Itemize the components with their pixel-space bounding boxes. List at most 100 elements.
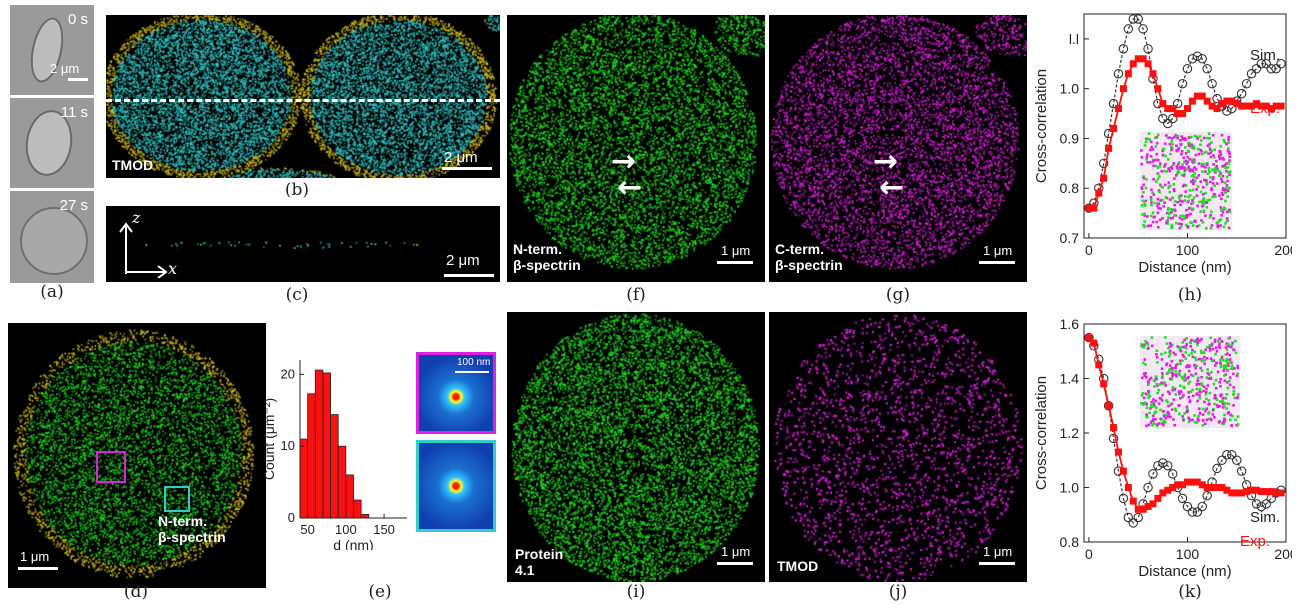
inset-dot <box>1177 346 1181 349</box>
inset-dot <box>1168 367 1172 371</box>
x-tick-label: 0 <box>1085 546 1093 562</box>
dashed-line <box>106 99 500 102</box>
inset-dot <box>1199 143 1202 147</box>
inset-dot <box>1209 226 1213 230</box>
inset-dot <box>1220 197 1223 201</box>
inset-dot <box>1187 365 1191 369</box>
inset-dot <box>1205 397 1208 401</box>
inset-dot <box>1224 199 1227 203</box>
inset-dot <box>1175 165 1179 168</box>
series-line-Sim. <box>1088 18 1282 209</box>
inset-dot <box>1182 174 1186 178</box>
caption-f: (f) <box>626 285 646 305</box>
inset-dot <box>1183 199 1187 202</box>
inset-dot <box>1183 217 1186 221</box>
inset-dot <box>1172 189 1176 193</box>
inset-dot <box>1204 409 1207 413</box>
inset-dot <box>1160 367 1164 371</box>
series-line-Sim. <box>1088 337 1282 524</box>
inset-dot <box>1221 165 1224 168</box>
inset-dot <box>1192 182 1195 186</box>
inset-dot <box>1157 422 1161 425</box>
data-point <box>1251 64 1262 74</box>
inset-dot <box>1184 351 1188 354</box>
inset-dot <box>1202 209 1206 213</box>
inset-dot <box>1223 404 1226 408</box>
data-point <box>1154 494 1162 502</box>
x-axis-label: Distance (nm) <box>1138 563 1231 580</box>
data-point <box>1261 499 1272 509</box>
inset-dot <box>1183 183 1186 187</box>
inset-dot <box>1205 161 1209 165</box>
inset-dot <box>1168 198 1172 201</box>
inset-dot <box>1149 198 1153 202</box>
inset-dot <box>1175 144 1178 148</box>
inset-dot <box>1220 191 1224 195</box>
inset-dot <box>1200 152 1204 156</box>
data-point <box>1203 97 1211 105</box>
inset-dot <box>1205 205 1209 209</box>
inset-dot <box>1154 410 1158 413</box>
inset-dot <box>1196 399 1199 403</box>
inset-dot <box>1225 357 1229 361</box>
inset-dot <box>1191 199 1194 202</box>
inset-dot <box>1148 378 1152 381</box>
inset-dot <box>1195 393 1198 397</box>
inset-dot <box>1163 165 1166 168</box>
inset-dot <box>1226 402 1229 406</box>
inset-dot <box>1140 376 1144 380</box>
inset-dot <box>1225 342 1228 345</box>
data-point <box>1177 78 1188 89</box>
inset-dot <box>1211 182 1215 185</box>
data-point <box>1090 339 1098 347</box>
scale-bar <box>717 261 753 264</box>
data-point <box>1110 424 1118 432</box>
inset-dot <box>1171 216 1175 220</box>
inset-dot <box>1216 168 1219 172</box>
inset-dot <box>1208 148 1212 151</box>
inset-dot <box>1213 169 1216 173</box>
inset-dot <box>1167 216 1170 219</box>
inset-dot <box>1172 398 1176 401</box>
inset-dot <box>1146 161 1149 164</box>
inset-dot <box>1197 162 1201 165</box>
inset-dot <box>1219 358 1222 362</box>
inset-dot <box>1156 391 1159 395</box>
inset-dot <box>1172 188 1176 191</box>
inset-dot <box>1214 159 1218 163</box>
data-point <box>1187 507 1198 517</box>
inset-dot <box>1183 169 1187 172</box>
data-point <box>1262 102 1270 110</box>
inset-dot <box>1153 411 1157 415</box>
inset-dot <box>1140 402 1143 405</box>
inset-dot <box>1170 226 1173 230</box>
inset-dot <box>1200 382 1204 385</box>
inset-dot <box>1188 158 1192 161</box>
inset-dot <box>1192 196 1196 200</box>
inset-dot <box>1223 374 1226 377</box>
inset-dot <box>1236 366 1240 370</box>
inset-dot <box>1189 212 1192 216</box>
inset-dot <box>1220 340 1224 343</box>
y-axis-label: Cross-correlation <box>1033 69 1050 183</box>
inset-dot <box>1200 375 1203 379</box>
inset-dot <box>1170 366 1174 370</box>
inset-dot <box>1203 151 1207 154</box>
inset-dot <box>1198 382 1201 386</box>
inset-dot <box>1229 367 1233 370</box>
inset-dot <box>1208 349 1212 352</box>
inset-dot <box>1196 379 1199 383</box>
histogram-bar <box>345 474 354 519</box>
data-point <box>1198 92 1206 100</box>
inset-dot <box>1228 155 1232 159</box>
inset-dot <box>1233 367 1236 370</box>
inset-dot <box>1231 414 1234 418</box>
inset-dot <box>1213 393 1217 397</box>
inset-dot <box>1172 161 1176 165</box>
y-tick-label: 1.6 <box>1060 318 1080 332</box>
scale-bar <box>444 274 494 277</box>
data-point <box>1139 55 1147 63</box>
inset-dot <box>1177 404 1180 407</box>
inset-dot <box>1163 421 1167 424</box>
inset-dot <box>1183 375 1186 378</box>
